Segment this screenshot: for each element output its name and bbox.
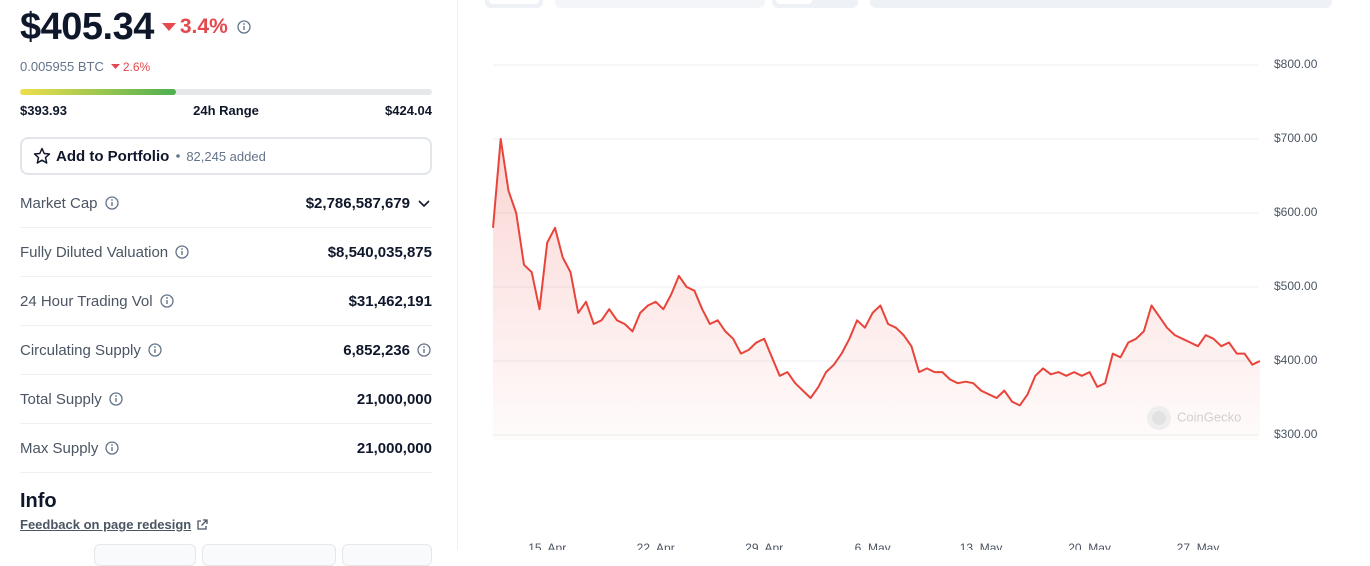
- range-bar: [20, 89, 432, 95]
- info-icon[interactable]: [174, 244, 190, 260]
- x-tick-label: 22. Apr: [637, 541, 675, 550]
- stat-label: 24 Hour Trading Vol: [20, 293, 175, 310]
- stat-label-text: Market Cap: [20, 194, 98, 212]
- stat-label-text: Fully Diluted Valuation: [20, 243, 169, 261]
- bullet: [176, 154, 181, 158]
- info-icon[interactable]: [159, 293, 175, 309]
- chart-tab-active[interactable]: [776, 0, 812, 4]
- range-fill: [20, 89, 177, 95]
- info-icon[interactable]: [104, 195, 120, 211]
- y-tick-label: $400.00: [1274, 353, 1318, 367]
- x-tick-label: 6. May: [855, 541, 891, 550]
- stat-row: Max Supply 21,000,000: [20, 424, 432, 473]
- stat-label-text: Circulating Supply: [20, 341, 141, 359]
- range-high: $424.04: [385, 103, 432, 118]
- feedback-text: Feedback on page redesign: [20, 517, 192, 532]
- btc-row: 0.005955 BTC 2.6%: [20, 59, 150, 74]
- stat-label-text: Total Supply: [20, 390, 102, 408]
- pill[interactable]: [94, 544, 196, 566]
- range-labels: $393.93 24h Range $424.04: [20, 103, 432, 118]
- price-row: $405.34 3.4%: [20, 4, 252, 50]
- watermark: CoinGecko: [1147, 406, 1241, 430]
- x-tick-label: 27. May: [1177, 541, 1220, 550]
- price-change: 3.4%: [179, 15, 228, 38]
- pill[interactable]: [342, 544, 432, 566]
- range-low: $393.93: [20, 103, 67, 118]
- y-tick-label: $600.00: [1274, 205, 1318, 219]
- info-icon[interactable]: [108, 391, 124, 407]
- stat-row: Market Cap $2,786,587,679: [20, 179, 432, 228]
- stat-label: Circulating Supply: [20, 342, 163, 359]
- pill[interactable]: [202, 544, 336, 566]
- price-area: [493, 139, 1260, 440]
- y-tick-label: $700.00: [1274, 131, 1318, 145]
- stat-value-text: 21,000,000: [356, 439, 432, 457]
- stat-label-text: 24 Hour Trading Vol: [20, 292, 153, 310]
- stat-value: 21,000,000: [357, 391, 432, 408]
- info-icon[interactable]: [147, 342, 163, 358]
- stat-label: Max Supply: [20, 440, 120, 457]
- feedback-link[interactable]: Feedback on page redesign: [20, 517, 209, 532]
- btc-price: 0.005955 BTC: [20, 59, 104, 74]
- stat-value-text: 21,000,000: [356, 390, 432, 408]
- x-tick-label: 29. Apr: [745, 541, 783, 550]
- info-icon[interactable]: [236, 19, 252, 35]
- btc-change: 2.6%: [122, 59, 151, 74]
- x-tick-label: 20. May: [1068, 541, 1111, 550]
- button-label: Add to Portfolio: [56, 147, 170, 165]
- stat-row: Total Supply 21,000,000: [20, 375, 432, 424]
- x-tick-label: 15. Apr: [528, 541, 566, 550]
- stat-value: $2,786,587,679: [306, 195, 432, 212]
- chart-tab[interactable]: [555, 0, 765, 8]
- price: $405.34: [20, 5, 154, 48]
- stat-row: Fully Diluted Valuation $8,540,035,875: [20, 228, 432, 277]
- stat-row: Circulating Supply 6,852,236: [20, 326, 432, 375]
- info-icon[interactable]: [416, 342, 432, 358]
- stat-label: Total Supply: [20, 391, 124, 408]
- stat-label: Fully Diluted Valuation: [20, 244, 190, 261]
- y-tick-label: $800.00: [1274, 57, 1318, 71]
- watermark-text: CoinGecko: [1177, 409, 1241, 424]
- divider: [457, 0, 458, 550]
- chart-tab-active[interactable]: [489, 0, 539, 4]
- info-icon[interactable]: [104, 440, 120, 456]
- star-icon: [33, 147, 51, 164]
- stat-label-text: Max Supply: [20, 439, 99, 457]
- chart-tab[interactable]: [870, 0, 1332, 8]
- down-arrow: [110, 64, 120, 69]
- chart: $800.00 $700.00 $600.00 $500.00 $400.00 $300.…: [485, 0, 1332, 550]
- y-tick-label: $300.00: [1274, 427, 1318, 441]
- stat-label: Market Cap: [20, 195, 120, 212]
- external-icon: [197, 518, 208, 530]
- price-line: [492, 138, 1261, 407]
- stat-value-text: $2,786,587,679: [305, 194, 410, 212]
- add-to-portfolio-button[interactable]: Add to Portfolio 82,245 added: [20, 137, 432, 175]
- stat-row: 24 Hour Trading Vol $31,462,191: [20, 277, 432, 326]
- range-title: 24h Range: [193, 103, 259, 118]
- stat-value-text: $31,462,191: [348, 292, 432, 310]
- stat-value-text: 6,852,236: [343, 341, 410, 359]
- stat-value: $8,540,035,875: [328, 244, 432, 261]
- down-arrow: [161, 23, 176, 31]
- stats-list: Market Cap $2,786,587,679 Fully Diluted Va…: [20, 179, 432, 473]
- chevron-icon[interactable]: [416, 195, 432, 211]
- x-tick-label: 13. May: [960, 541, 1003, 550]
- portfolio-count: 82,245 added: [186, 148, 266, 164]
- info-title: Info: [20, 490, 57, 512]
- stat-value-text: $8,540,035,875: [327, 243, 432, 261]
- stat-value: 6,852,236: [343, 342, 432, 359]
- page: {"price": {"value": 405.34, "label": "$4…: [20, 0, 1332, 566]
- stat-value: 21,000,000: [357, 440, 432, 457]
- y-tick-label: $500.00: [1274, 279, 1318, 293]
- stat-value: $31,462,191: [349, 293, 432, 310]
